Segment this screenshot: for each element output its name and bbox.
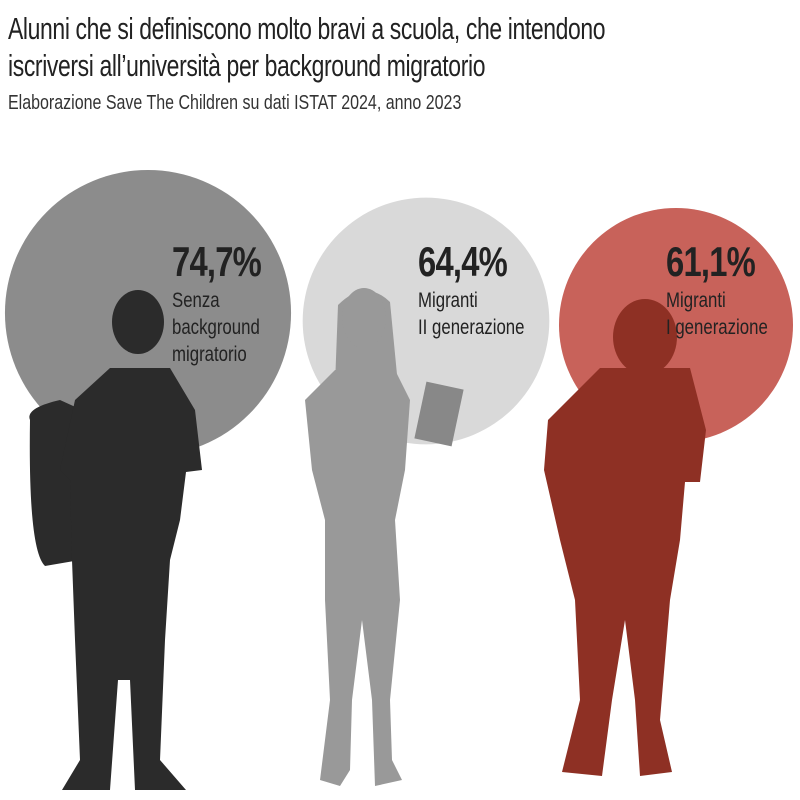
category-label: Senza background migratorio (172, 289, 260, 366)
silhouettes (29, 288, 706, 790)
category-label: Migranti I generazione (666, 289, 768, 339)
silhouette-student (29, 290, 202, 790)
value-label: 61,1% (666, 238, 756, 285)
category-label: Migranti II generazione (418, 289, 525, 339)
chart-title: Alunni che si definiscono molto bravi a … (8, 11, 606, 83)
silhouette-girl (305, 288, 464, 786)
value-label: 64,4% (418, 238, 508, 285)
chart-subtitle: Elaborazione Save The Children su dati I… (8, 92, 462, 114)
silhouette-hoodie (544, 299, 706, 776)
value-label: 74,7% (172, 238, 262, 285)
